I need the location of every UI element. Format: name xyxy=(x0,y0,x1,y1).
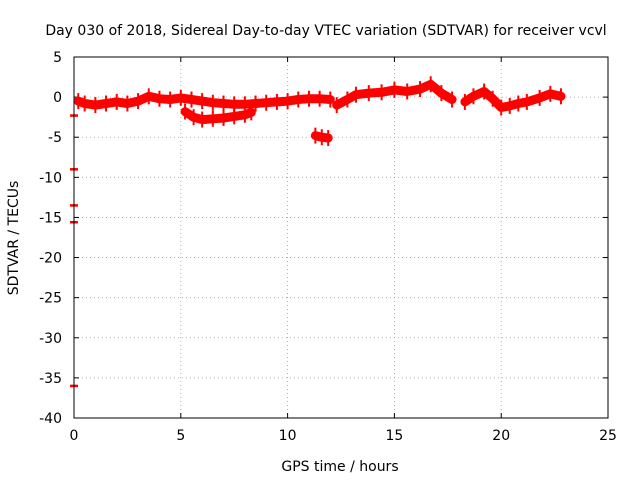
y-tick-label: -35 xyxy=(39,371,62,387)
x-tick-label: 10 xyxy=(279,428,297,444)
data-series xyxy=(70,76,566,388)
y-tick-label: -30 xyxy=(39,331,62,347)
chart-title: Day 030 of 2018, Sidereal Day-to-day VTE… xyxy=(45,23,606,39)
data-segment xyxy=(460,87,566,112)
x-tick-label: 25 xyxy=(599,428,617,444)
y-tick-label: -20 xyxy=(39,251,62,267)
axis-ticks xyxy=(73,56,609,419)
grid-lines xyxy=(74,57,608,418)
tick-labels: 0 5 10 15 20 25 5 0 -5 -10 -15 -20 -25 -30 -35 -40 xyxy=(39,50,617,444)
plot-frame xyxy=(73,56,609,419)
y-tick-label: 5 xyxy=(53,50,62,66)
y-tick-label: -15 xyxy=(39,210,62,226)
y-tick-label: -40 xyxy=(39,411,62,427)
y-tick-label: -5 xyxy=(48,130,62,146)
x-tick-label: 20 xyxy=(492,428,510,444)
x-tick-label: 15 xyxy=(385,428,403,444)
x-tick-label: 0 xyxy=(70,428,79,444)
y-tick-label: 0 xyxy=(53,90,62,106)
x-axis-label: GPS time / hours xyxy=(281,459,398,475)
y-tick-label: -25 xyxy=(39,291,62,307)
y-axis-label: SDTVAR / TECUs xyxy=(6,181,22,296)
y-tick-label: -10 xyxy=(39,170,62,186)
data-segment xyxy=(180,107,256,125)
x-tick-label: 5 xyxy=(176,428,185,444)
